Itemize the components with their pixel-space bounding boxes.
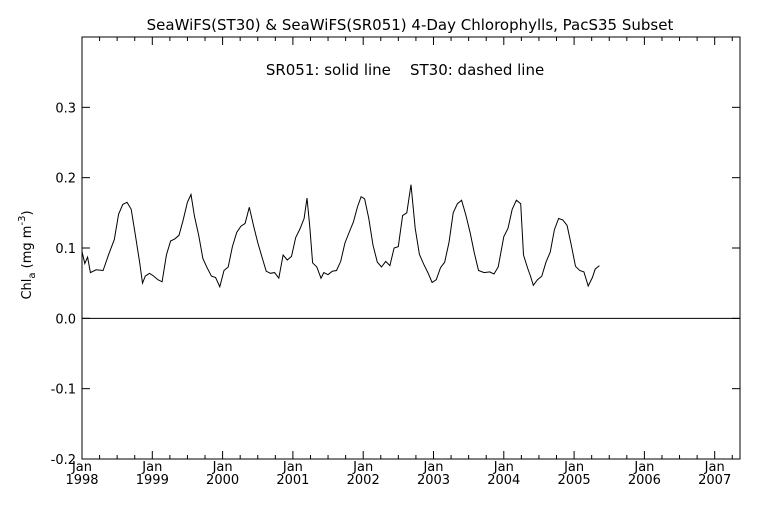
x-tick-month: Jan (493, 460, 514, 475)
x-tick-month: Jan (212, 460, 233, 475)
x-tick-year: 2002 (347, 473, 380, 488)
x-tick-month: Jan (633, 460, 654, 475)
y-tick-label: 0.1 (55, 242, 76, 257)
plot-frame (81, 36, 741, 460)
series-style-note: SR051: solid line ST30: dashed line (266, 61, 544, 79)
x-tick-year: 1999 (136, 473, 169, 488)
x-tick-month: Jan (282, 460, 303, 475)
x-tick-year: 1998 (65, 473, 98, 488)
y-tick-label: -0.1 (51, 383, 76, 398)
chart-title: SeaWiFS(ST30) & SeaWiFS(SR051) 4-Day Chl… (147, 16, 674, 34)
x-tick-month: Jan (352, 460, 373, 475)
x-tick-year: 2001 (276, 473, 309, 488)
x-tick-year: 2000 (206, 473, 239, 488)
x-tick-year: 2005 (558, 473, 591, 488)
x-tick-year: 2004 (487, 473, 520, 488)
y-tick-label: -0.2 (51, 453, 76, 468)
x-tick-month: Jan (422, 460, 443, 475)
x-tick-month: Jan (563, 460, 584, 475)
x-tick-year: 2006 (628, 473, 661, 488)
y-tick-label: 0.0 (55, 312, 76, 327)
x-tick-month: Jan (141, 460, 162, 475)
y-axis-label: Chla (mg m-3) (17, 210, 38, 299)
x-tick-year: 2007 (698, 473, 731, 488)
x-tick-month: Jan (71, 460, 92, 475)
x-tick-year: 2003 (417, 473, 450, 488)
y-tick-label: 0.3 (55, 101, 76, 116)
x-tick-month: Jan (704, 460, 725, 475)
series-line-SR051 (81, 184, 600, 289)
y-tick-label: 0.2 (55, 172, 76, 187)
